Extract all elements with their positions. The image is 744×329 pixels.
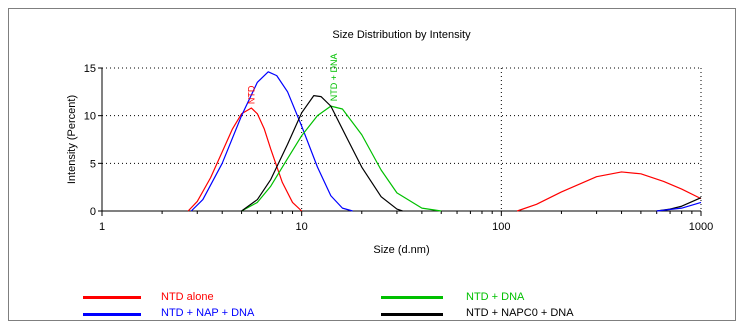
legend-label-ntd-napc0-dna: NTD + NAPC0 + DNA	[466, 307, 574, 319]
x-tick-label: 1000	[689, 221, 713, 233]
series-line-2	[241, 105, 442, 212]
legend-swatch-ntd-dna	[381, 296, 443, 299]
y-tick-label: 10	[84, 111, 96, 123]
legend-swatch-ntd-alone	[83, 296, 141, 299]
y-axis-label: Intensity (Percent)	[66, 95, 78, 184]
legend-swatch-ntd-nap-dna	[83, 313, 141, 316]
legend-label-ntd-dna: NTD + DNA	[466, 291, 525, 303]
legend-label-ntd-nap-dna: NTD + NAP + DNA	[161, 307, 255, 319]
peak-annotation-1: NTD + DNA	[329, 54, 339, 102]
x-axis-label: Size (d.nm)	[373, 244, 429, 256]
figure-frame: Size Distribution by Intensity 0 5 10 15 1 10 1…	[8, 8, 736, 321]
y-tick-label: 15	[84, 63, 96, 75]
y-tick-label: 5	[90, 158, 96, 170]
series-line-1	[190, 71, 353, 212]
legend-label-ntd-alone: NTD alone	[161, 291, 214, 303]
x-tick-label: 10	[296, 221, 308, 233]
series-line-4	[516, 171, 702, 212]
legend-swatch-ntd-napc0-dna	[381, 313, 443, 316]
series-line-6	[656, 201, 702, 212]
size-distribution-chart: Size Distribution by Intensity 0 5 10 15 1 10 1…	[66, 29, 713, 256]
series-line-0	[187, 107, 303, 212]
y-tick-label: 0	[90, 206, 96, 218]
peak-annotation-0: NTD	[246, 85, 256, 104]
x-tick-label: 100	[492, 221, 510, 233]
x-tick-label: 1	[99, 221, 105, 233]
chart-title: Size Distribution by Intensity	[332, 29, 471, 41]
series-line-3	[241, 95, 403, 212]
